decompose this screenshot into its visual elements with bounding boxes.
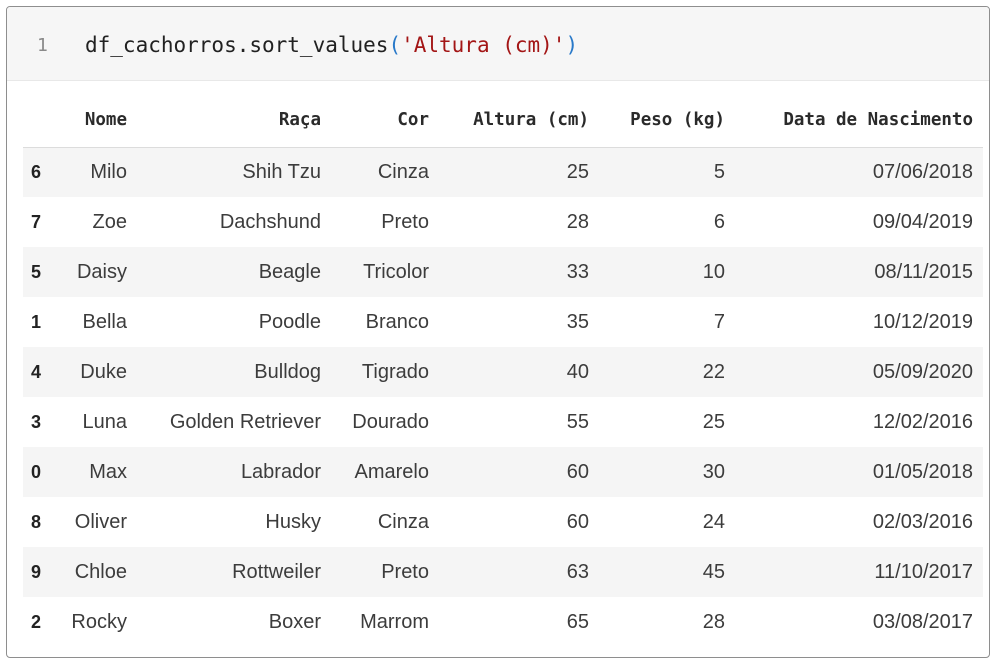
row-index: 9 (31, 561, 42, 582)
table-row: 4 Duke Bulldog Tigrado 40 22 05/09/2020 (23, 347, 983, 397)
cell-data-nascimento: 08/11/2015 (874, 260, 973, 283)
cell-peso: 24 (702, 510, 725, 533)
cell-data-nascimento: 12/02/2016 (872, 410, 973, 433)
dataframe-output-table: Nome Raça Cor Altura (cm) Peso (kg) Data… (23, 93, 983, 647)
table-row: 5 Daisy Beagle Tricolor 33 10 08/11/2015 (23, 247, 983, 297)
code-close-paren: ) (565, 33, 579, 57)
cell-altura: 63 (566, 560, 589, 583)
row-index: 7 (31, 211, 42, 232)
cell-altura: 25 (566, 160, 589, 183)
cell-peso: 25 (702, 410, 725, 433)
cell-data-nascimento: 05/09/2020 (872, 360, 973, 383)
cell-altura: 35 (566, 310, 589, 333)
cell-peso: 7 (713, 310, 725, 333)
cell-raca: Boxer (268, 610, 321, 633)
cell-raca: Bulldog (254, 360, 321, 383)
cell-altura: 55 (566, 410, 589, 433)
cell-altura: 33 (566, 260, 589, 283)
cell-altura: 28 (566, 210, 589, 233)
row-index: 8 (31, 511, 42, 532)
table-row: 6 Milo Shih Tzu Cinza 25 5 07/06/2018 (23, 147, 983, 197)
cell-nome: Chloe (74, 560, 127, 583)
code-line[interactable]: df_cachorros.sort_values('Altura (cm)') (85, 33, 578, 57)
cell-raca: Golden Retriever (169, 410, 321, 433)
cell-peso: 10 (702, 260, 725, 283)
cell-peso: 5 (713, 160, 725, 183)
cell-raca: Husky (265, 510, 321, 533)
cell-peso: 22 (702, 360, 725, 383)
cell-altura: 60 (566, 460, 589, 483)
cell-nome: Bella (82, 310, 127, 333)
cell-nome: Rocky (71, 610, 127, 633)
cell-nome: Duke (80, 360, 127, 383)
column-header-data-nascimento: Data de Nascimento (735, 93, 983, 148)
cell-cor: Cinza (377, 160, 429, 183)
line-number: 1 (37, 35, 48, 56)
cell-nome: Luna (82, 410, 128, 433)
cell-cor: Preto (381, 210, 429, 233)
column-header-altura: Altura (cm) (439, 93, 599, 148)
cell-altura: 40 (566, 360, 589, 383)
cell-altura: 60 (566, 510, 589, 533)
column-header-cor: Cor (331, 93, 439, 148)
row-index: 3 (31, 411, 42, 432)
table-row: 9 Chloe Rottweiler Preto 63 45 11/10/2017 (23, 547, 983, 597)
cell-nome: Max (89, 460, 127, 483)
cell-cor: Branco (365, 310, 429, 333)
cell-cor: Dourado (352, 410, 429, 433)
index-header (23, 93, 61, 148)
cell-peso: 45 (702, 560, 725, 583)
notebook-cell: 1 df_cachorros.sort_values('Altura (cm)'… (6, 6, 990, 658)
cell-nome: Milo (90, 160, 127, 183)
cell-cor: Tigrado (361, 360, 429, 383)
code-open-paren: ( (388, 33, 402, 57)
cell-peso: 6 (713, 210, 725, 233)
table-body: 6 Milo Shih Tzu Cinza 25 5 07/06/2018 7 Zoe Dachs… (23, 147, 983, 647)
cell-raca: Shih Tzu (242, 160, 321, 183)
table-row: 8 Oliver Husky Cinza 60 24 02/03/2016 (23, 497, 983, 547)
code-input-cell[interactable]: 1 df_cachorros.sort_values('Altura (cm)'… (7, 7, 989, 81)
cell-raca: Poodle (258, 310, 321, 333)
cell-cor: Cinza (377, 510, 429, 533)
column-header-nome: Nome (61, 93, 137, 148)
code-function-call: df_cachorros.sort_values (85, 33, 389, 57)
cell-raca: Beagle (258, 260, 321, 283)
cell-raca: Rottweiler (232, 560, 321, 583)
cell-cor: Tricolor (363, 260, 429, 283)
cell-raca: Labrador (240, 460, 321, 483)
cell-peso: 30 (702, 460, 725, 483)
row-index: 2 (31, 611, 42, 632)
table-row: 1 Bella Poodle Branco 35 7 10/12/2019 (23, 297, 983, 347)
row-index: 1 (31, 311, 42, 332)
row-index: 5 (31, 261, 42, 282)
cell-data-nascimento: 02/03/2016 (872, 510, 973, 533)
table-row: 7 Zoe Dachshund Preto 28 6 09/04/2019 (23, 197, 983, 247)
table-row: 2 Rocky Boxer Marrom 65 28 03/08/2017 (23, 597, 983, 647)
cell-data-nascimento: 01/05/2018 (872, 460, 973, 483)
cell-data-nascimento: 03/08/2017 (872, 610, 973, 633)
column-header-peso: Peso (kg) (599, 93, 735, 148)
cell-data-nascimento: 09/04/2019 (872, 210, 973, 233)
cell-nome: Daisy (76, 260, 127, 283)
cell-nome: Zoe (92, 210, 127, 233)
cell-cor: Preto (381, 560, 429, 583)
cell-data-nascimento: 10/12/2019 (872, 310, 973, 333)
table-row: 3 Luna Golden Retriever Dourado 55 25 12/02/20… (23, 397, 983, 447)
cell-data-nascimento: 07/06/2018 (872, 160, 973, 183)
cell-nome: Oliver (74, 510, 127, 533)
row-index: 0 (31, 461, 42, 482)
cell-peso: 28 (702, 610, 725, 633)
table-header-row: Nome Raça Cor Altura (cm) Peso (kg) Data… (23, 93, 983, 148)
cell-cor: Marrom (360, 610, 429, 633)
cell-raca: Dachshund (219, 210, 321, 233)
column-header-raca: Raça (137, 93, 331, 148)
row-index: 6 (31, 161, 42, 182)
row-index: 4 (31, 361, 42, 382)
cell-altura: 65 (566, 610, 589, 633)
cell-cor: Amarelo (354, 460, 429, 483)
table-row: 0 Max Labrador Amarelo 60 30 01/05/2018 (23, 447, 983, 497)
code-string-argument: 'Altura (cm)' (401, 33, 566, 57)
cell-data-nascimento: 11/10/2017 (874, 560, 973, 583)
